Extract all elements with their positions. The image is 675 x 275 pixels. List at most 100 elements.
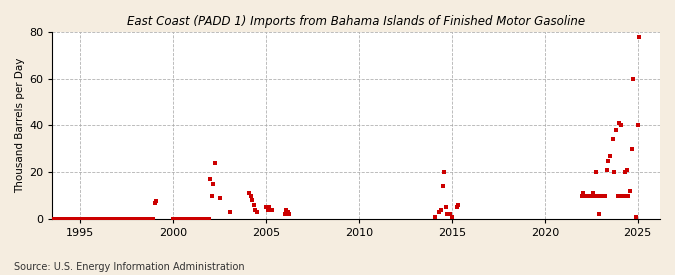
Point	[580, 193, 591, 198]
Point	[267, 207, 277, 212]
Point	[202, 217, 213, 221]
Point	[183, 217, 194, 221]
Point	[453, 203, 464, 207]
Point	[137, 217, 148, 221]
Point	[597, 193, 608, 198]
Point	[203, 217, 214, 221]
Point	[245, 193, 256, 198]
Point	[581, 193, 592, 198]
Point	[65, 217, 76, 221]
Point	[451, 205, 462, 210]
Point	[225, 210, 236, 214]
Point	[92, 217, 103, 221]
Point	[262, 207, 273, 212]
Point	[246, 198, 257, 202]
Point	[134, 217, 144, 221]
Point	[78, 217, 88, 221]
Point	[129, 217, 140, 221]
Point	[244, 191, 254, 196]
Point	[84, 217, 95, 221]
Point	[146, 217, 157, 221]
Point	[138, 217, 149, 221]
Point	[622, 168, 632, 172]
Point	[70, 217, 81, 221]
Point	[197, 217, 208, 221]
Point	[583, 193, 593, 198]
Point	[179, 217, 190, 221]
Point	[143, 217, 154, 221]
Point	[74, 217, 84, 221]
Point	[618, 193, 629, 198]
Point	[190, 217, 200, 221]
Point	[101, 217, 112, 221]
Point	[106, 217, 117, 221]
Point	[80, 217, 90, 221]
Point	[151, 199, 161, 204]
Point	[207, 193, 217, 198]
Point	[603, 158, 614, 163]
Point	[623, 193, 634, 198]
Y-axis label: Thousand Barrels per Day: Thousand Barrels per Day	[15, 58, 25, 193]
Point	[144, 217, 155, 221]
Point	[115, 217, 126, 221]
Point	[69, 217, 80, 221]
Point	[49, 217, 59, 221]
Point	[208, 182, 219, 186]
Point	[281, 207, 292, 212]
Point	[440, 205, 451, 210]
Point	[97, 217, 107, 221]
Point	[126, 217, 137, 221]
Point	[443, 212, 454, 216]
Point	[119, 217, 130, 221]
Point	[632, 123, 643, 128]
Point	[113, 217, 124, 221]
Point	[50, 217, 61, 221]
Point	[586, 193, 597, 198]
Point	[58, 217, 69, 221]
Point	[111, 217, 122, 221]
Point	[604, 154, 615, 158]
Point	[118, 217, 129, 221]
Point	[279, 212, 290, 216]
Point	[439, 170, 450, 174]
Point	[172, 217, 183, 221]
Point	[59, 217, 70, 221]
Point	[132, 217, 143, 221]
Point	[611, 128, 622, 132]
Point	[88, 217, 99, 221]
Point	[182, 217, 192, 221]
Point	[576, 193, 587, 198]
Point	[442, 212, 453, 216]
Point	[124, 217, 135, 221]
Point	[205, 177, 216, 182]
Point	[177, 217, 188, 221]
Point	[437, 184, 448, 188]
Point	[100, 217, 111, 221]
Point	[264, 205, 275, 210]
Point	[82, 217, 93, 221]
Point	[174, 217, 185, 221]
Point	[434, 210, 445, 214]
Text: Source: U.S. Energy Information Administration: Source: U.S. Energy Information Administ…	[14, 262, 244, 272]
Point	[608, 137, 618, 142]
Point	[435, 207, 446, 212]
Point	[98, 217, 109, 221]
Point	[75, 217, 86, 221]
Point	[214, 196, 225, 200]
Point	[130, 217, 141, 221]
Point	[600, 193, 611, 198]
Point	[192, 217, 203, 221]
Point	[593, 212, 604, 216]
Point	[62, 217, 73, 221]
Point	[103, 217, 113, 221]
Point	[186, 217, 197, 221]
Point	[446, 214, 457, 219]
Point	[123, 217, 134, 221]
Point	[612, 193, 623, 198]
Point	[200, 217, 211, 221]
Point	[167, 217, 178, 221]
Point	[67, 217, 78, 221]
Point	[176, 217, 186, 221]
Point	[56, 217, 67, 221]
Point	[630, 214, 641, 219]
